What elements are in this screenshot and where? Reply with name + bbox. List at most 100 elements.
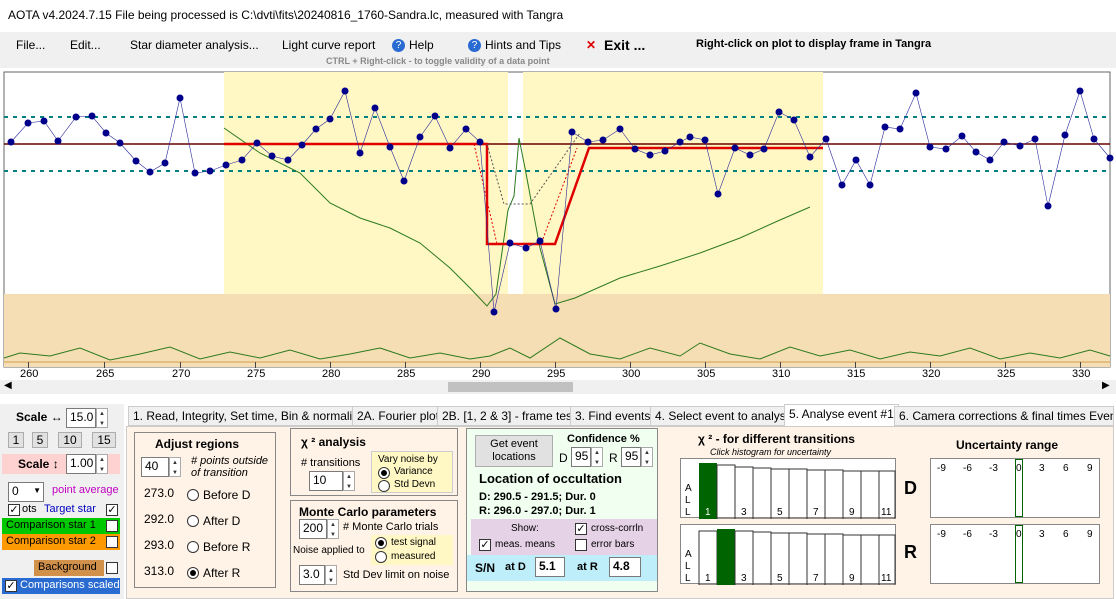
all-label-l1: L (685, 495, 691, 506)
comp2-swatch (2, 534, 120, 550)
scale-h-spinner[interactable]: ▲ ▼ (96, 408, 108, 428)
confidence-d-label: D (559, 451, 568, 465)
chevron-down-icon: ▼ (33, 486, 41, 495)
test-signal-radio[interactable] (375, 537, 387, 549)
transitions-input[interactable]: 10 (309, 471, 343, 491)
sd-limit-spinner[interactable]: ▲ ▼ (325, 565, 337, 585)
hist-tick: 11 (881, 573, 892, 584)
menu-light-curve-report[interactable]: Light curve report (282, 38, 376, 52)
scale-15-button[interactable]: 15 (92, 432, 116, 448)
get-event-locations-button[interactable]: Get event locations (475, 435, 553, 467)
all-label-l2: L (685, 573, 691, 584)
after-d-label: After D (203, 514, 241, 528)
sn-at-d-value: 5.1 (535, 557, 565, 577)
adjust-regions-group: Adjust regions 40 ▲ ▼ # points outside of… (134, 432, 276, 588)
scroll-thumb[interactable] (448, 382, 573, 392)
unc-tick: 6 (1063, 529, 1069, 540)
transitions-spinner[interactable]: ▲ ▼ (343, 471, 355, 491)
measured-radio[interactable] (375, 551, 387, 563)
scroll-left-icon[interactable]: ◀ (4, 380, 12, 391)
tab-fourier[interactable]: 2A. Fourier plot (352, 406, 445, 426)
sn-at-r-value: 4.8 (609, 557, 641, 577)
target-star-checkbox[interactable]: ✓ (106, 504, 118, 516)
histogram-title: χ ² - for different transitions (698, 432, 855, 446)
comp1-swatch (2, 518, 120, 534)
d-uncertainty-bar (1015, 459, 1023, 517)
scale-v-label: Scale ↕ (18, 457, 59, 471)
r-histogram[interactable]: A L L 1 3 5 7 9 11 (680, 524, 896, 586)
menu-bar: File... Edit... Star diameter analysis..… (0, 32, 1116, 68)
confidence-r-spinner[interactable]: ▲ ▼ (641, 447, 653, 467)
tab-analyse-event[interactable]: 5. Analyse event #1 (784, 404, 899, 426)
comparisons-scaled-checkbox[interactable]: ✓ (5, 580, 17, 592)
confidence-d-spinner[interactable]: ▲ ▼ (591, 447, 603, 467)
menu-file[interactable]: File... (16, 38, 46, 52)
scale-5-button[interactable]: 5 (32, 432, 48, 448)
unc-tick: -3 (989, 463, 998, 474)
comp1-checkbox[interactable] (106, 520, 118, 532)
points-spinner[interactable]: ▲ ▼ (169, 457, 181, 477)
d-histogram[interactable]: A L L 1 3 5 7 9 11 (680, 458, 896, 520)
error-bars-checkbox[interactable] (575, 539, 587, 551)
tab-find-events[interactable]: 3. Find events (570, 406, 656, 426)
sd-limit-input[interactable]: 3.0 (299, 565, 325, 585)
points-outside-input[interactable]: 40 (141, 457, 169, 477)
chi-analysis-title: χ ² analysis (301, 435, 366, 449)
scroll-right-icon[interactable]: ▶ (1102, 380, 1110, 391)
pts-checkbox[interactable]: ✓ (8, 504, 20, 516)
meas-means-checkbox[interactable]: ✓ (479, 539, 491, 551)
point-average-select[interactable]: 0 ▼ (8, 482, 44, 502)
adjust-regions-title: Adjust regions (155, 437, 240, 451)
menu-exit[interactable]: Exit ... (604, 37, 646, 53)
confidence-r-input[interactable]: 95 (621, 447, 641, 467)
confidence-r-label: R (609, 451, 618, 465)
x-tick: 330 (1072, 368, 1090, 380)
comp2-checkbox[interactable] (106, 536, 118, 548)
hist-tick: 7 (813, 573, 819, 584)
comparisons-scaled-label: Comparisons scaled (20, 579, 120, 591)
variance-radio[interactable] (378, 467, 390, 479)
cross-corrln-checkbox[interactable]: ✓ (575, 523, 587, 535)
scale-v-input[interactable]: 1.00 (66, 454, 96, 474)
before-d-radio[interactable] (187, 489, 199, 501)
background-checkbox[interactable] (106, 562, 118, 574)
tab-camera-corrections[interactable]: 6. Camera corrections & final times Even… (894, 406, 1114, 426)
menu-edit[interactable]: Edit... (70, 38, 101, 52)
sn-box: S/N at D 5.1 at R 4.8 (467, 555, 657, 581)
scale-h-input[interactable]: 15.0 (66, 408, 96, 428)
x-tick: 325 (997, 368, 1015, 380)
x-tick: 300 (622, 368, 640, 380)
right-click-hint: Right-click on plot to display frame in … (696, 38, 932, 50)
unc-tick: -9 (937, 463, 946, 474)
light-curve-plot[interactable]: 260 265 270 275 280 285 290 295 300 305 … (0, 68, 1116, 380)
tab-select-event[interactable]: 4. Select event to analyse (650, 406, 798, 426)
cross-corrln-label: cross-corrln (591, 523, 644, 534)
x-tick: 285 (397, 368, 415, 380)
tab-frame-test[interactable]: 2B. [1, 2 & 3] - frame test (437, 406, 581, 426)
hist-tick: 3 (741, 507, 747, 518)
before-r-radio[interactable] (187, 541, 199, 553)
histogram-subtitle: Click histogram for uncertainty (710, 447, 832, 457)
stddevn-radio[interactable] (378, 480, 390, 492)
after-r-radio[interactable] (187, 567, 199, 579)
trials-spinner[interactable]: ▲ ▼ (327, 519, 339, 539)
scale-10-button[interactable]: 10 (58, 432, 82, 448)
scale-v-spinner[interactable]: ▲ ▼ (96, 454, 108, 474)
x-tick: 320 (922, 368, 940, 380)
tab-read[interactable]: 1. Read, Integrity, Set time, Bin & norm… (128, 406, 370, 426)
trials-input[interactable]: 200 (299, 519, 327, 539)
after-d-radio[interactable] (187, 515, 199, 527)
menu-hints[interactable]: Hints and Tips (485, 38, 562, 52)
before-d-label: Before D (203, 488, 251, 502)
menu-help[interactable]: Help (409, 38, 434, 52)
vary-noise-label: Vary noise by (378, 454, 438, 465)
unc-tick: -9 (937, 529, 946, 540)
confidence-d-input[interactable]: 95 (571, 447, 591, 467)
unc-tick: 9 (1087, 529, 1093, 540)
horizontal-scrollbar[interactable]: ◀ ▶ (0, 380, 1116, 394)
points-outside-label: # points outside of transition (191, 455, 269, 479)
d-label: D (904, 478, 917, 498)
scale-1-button[interactable]: 1 (8, 432, 24, 448)
title-bar: AOTA v4.2024.7.15 File being processed i… (0, 0, 1116, 32)
menu-star-diameter[interactable]: Star diameter analysis... (130, 38, 259, 52)
